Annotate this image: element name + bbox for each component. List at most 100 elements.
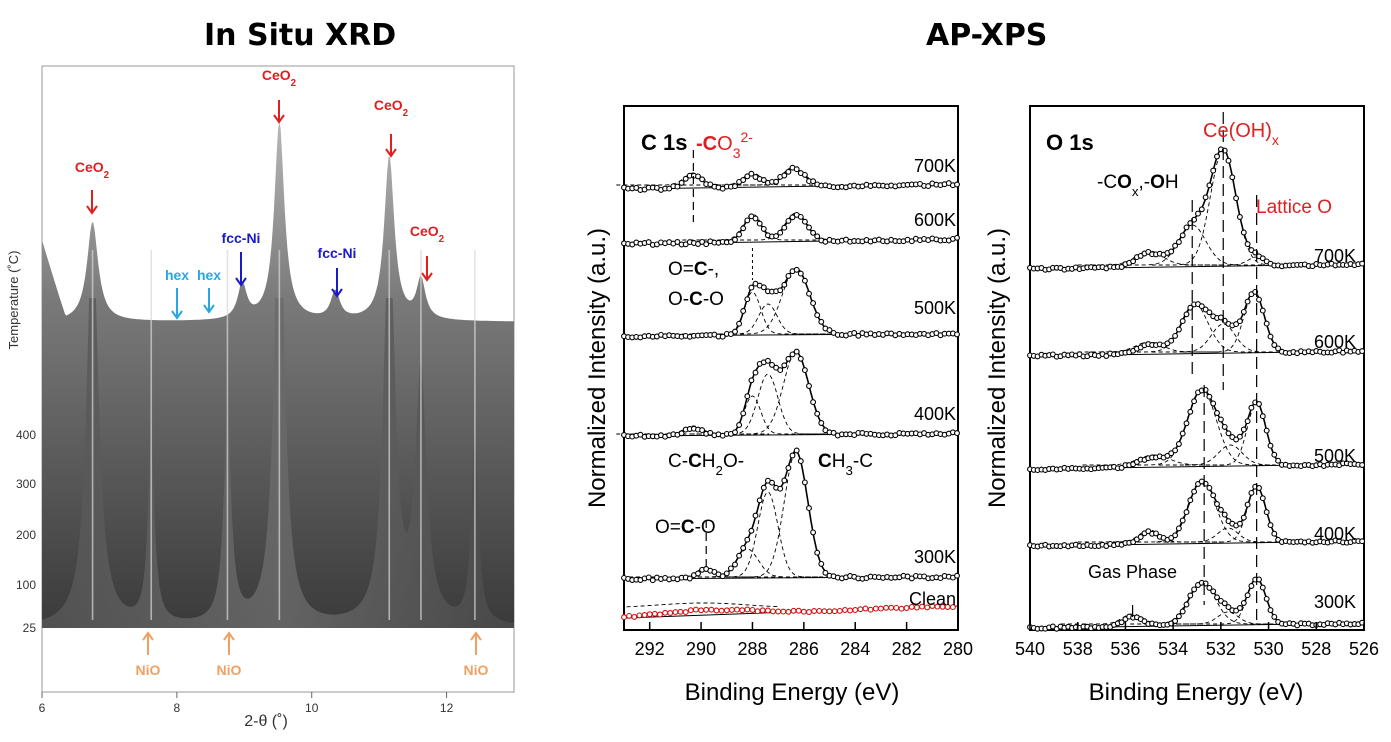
data-point bbox=[752, 369, 759, 376]
data-point bbox=[1183, 509, 1190, 516]
temperature-label: 600K bbox=[914, 210, 956, 230]
data-point bbox=[1263, 427, 1270, 434]
data-point bbox=[645, 239, 652, 246]
c1s-plot: 700K 600K 500K 400K 300K Clean bbox=[616, 156, 960, 621]
data-point bbox=[770, 608, 776, 615]
data-point bbox=[789, 351, 796, 358]
xps-x-tick-label: 536 bbox=[1110, 639, 1140, 659]
xrd-panel: 6 8 10 12 25 100 200 300 400 CeO2 CeO2 CeO2 CeO2 fcc… bbox=[6, 65, 515, 730]
data-point bbox=[1233, 321, 1240, 328]
data-point bbox=[924, 604, 931, 611]
data-point bbox=[954, 181, 960, 188]
spectrum-0: 700K bbox=[616, 156, 960, 193]
data-point bbox=[883, 604, 890, 611]
data-point bbox=[1198, 303, 1205, 310]
data-point bbox=[732, 183, 738, 190]
xrd-title: In Situ XRD bbox=[204, 18, 397, 53]
data-point bbox=[672, 609, 679, 616]
c1s-ylabel: Normalized Intensity (a.u.) bbox=[584, 228, 611, 508]
spectrum-component bbox=[1151, 323, 1295, 353]
data-point bbox=[1240, 600, 1247, 606]
c1s-axes: 292 290 288 286 284 282 280 bbox=[635, 622, 973, 659]
data-point bbox=[651, 610, 658, 617]
spectrum-component bbox=[1130, 388, 1274, 466]
data-point bbox=[785, 355, 792, 362]
data-point bbox=[1172, 447, 1179, 454]
data-point bbox=[1256, 576, 1262, 583]
data-point bbox=[1164, 452, 1171, 459]
temperature-label: 500K bbox=[1314, 446, 1356, 466]
data-point bbox=[678, 430, 685, 437]
data-point bbox=[1195, 210, 1201, 217]
data-point bbox=[1183, 224, 1190, 231]
xrd-ylabel: Temperature (˚C) bbox=[6, 251, 21, 350]
data-point bbox=[821, 608, 828, 615]
data-point bbox=[830, 429, 837, 436]
data-point bbox=[1206, 484, 1213, 491]
data-point bbox=[811, 608, 818, 614]
gas-phase-label: Gas Phase bbox=[1088, 562, 1177, 582]
data-point bbox=[898, 605, 905, 612]
data-point bbox=[810, 399, 817, 406]
ceo2-label: CeO2 bbox=[410, 223, 445, 245]
data-point bbox=[1259, 307, 1266, 314]
data-point bbox=[1233, 607, 1240, 614]
data-point bbox=[740, 308, 747, 314]
data-point bbox=[1118, 264, 1125, 270]
spectrum-component bbox=[1123, 303, 1267, 353]
spectrum-component bbox=[675, 395, 829, 435]
data-point bbox=[1175, 525, 1182, 532]
data-point bbox=[662, 609, 669, 616]
data-point bbox=[723, 570, 730, 577]
data-point bbox=[888, 604, 895, 611]
data-point bbox=[626, 612, 633, 619]
data-point bbox=[1206, 182, 1213, 189]
data-point bbox=[749, 606, 756, 613]
data-point bbox=[818, 318, 825, 325]
data-point bbox=[793, 266, 800, 273]
data-point bbox=[1191, 586, 1198, 593]
xps-x-tick-label: 526 bbox=[1349, 639, 1379, 659]
data-point bbox=[1172, 532, 1179, 539]
data-point bbox=[667, 610, 674, 616]
data-point bbox=[699, 427, 706, 434]
data-point bbox=[785, 272, 792, 279]
spectrum-component bbox=[1120, 224, 1264, 266]
data-point bbox=[734, 606, 740, 613]
data-point bbox=[1187, 497, 1194, 504]
xrd-annotations: CeO2 CeO2 CeO2 CeO2 fcc-Ni fcc-Ni hex hex NiO NiO… bbox=[75, 67, 489, 678]
data-point bbox=[797, 458, 804, 465]
xrd-y-tick-label: 100 bbox=[16, 578, 36, 592]
data-point bbox=[1175, 613, 1182, 620]
data-point bbox=[1179, 517, 1186, 524]
data-point bbox=[789, 452, 796, 459]
data-point bbox=[686, 575, 693, 582]
data-point bbox=[703, 241, 710, 248]
data-point bbox=[1145, 528, 1152, 535]
data-point bbox=[1225, 430, 1232, 437]
temperature-label: 700K bbox=[1314, 246, 1356, 266]
data-point bbox=[806, 290, 812, 297]
data-point bbox=[1359, 538, 1366, 545]
data-point bbox=[793, 166, 800, 173]
data-point bbox=[795, 607, 802, 614]
data-point bbox=[744, 217, 751, 224]
data-point bbox=[806, 505, 812, 512]
data-point bbox=[1271, 342, 1278, 348]
data-point bbox=[695, 173, 701, 180]
data-point bbox=[736, 422, 743, 428]
data-point bbox=[756, 497, 763, 504]
data-point bbox=[1179, 318, 1186, 325]
nio-arrow-head bbox=[223, 631, 235, 641]
hex-arrow-head bbox=[171, 310, 183, 320]
data-point bbox=[1259, 413, 1266, 420]
data-point bbox=[847, 607, 854, 614]
data-point bbox=[836, 607, 843, 614]
data-point bbox=[797, 355, 804, 362]
data-point bbox=[925, 183, 932, 190]
o1s-axes: 540 538 536 534 532 530 528 526 bbox=[1015, 622, 1379, 659]
data-point bbox=[727, 331, 734, 338]
data-point bbox=[818, 420, 825, 426]
fcc-ni-arrow-head bbox=[331, 288, 343, 298]
data-point bbox=[1183, 311, 1190, 318]
